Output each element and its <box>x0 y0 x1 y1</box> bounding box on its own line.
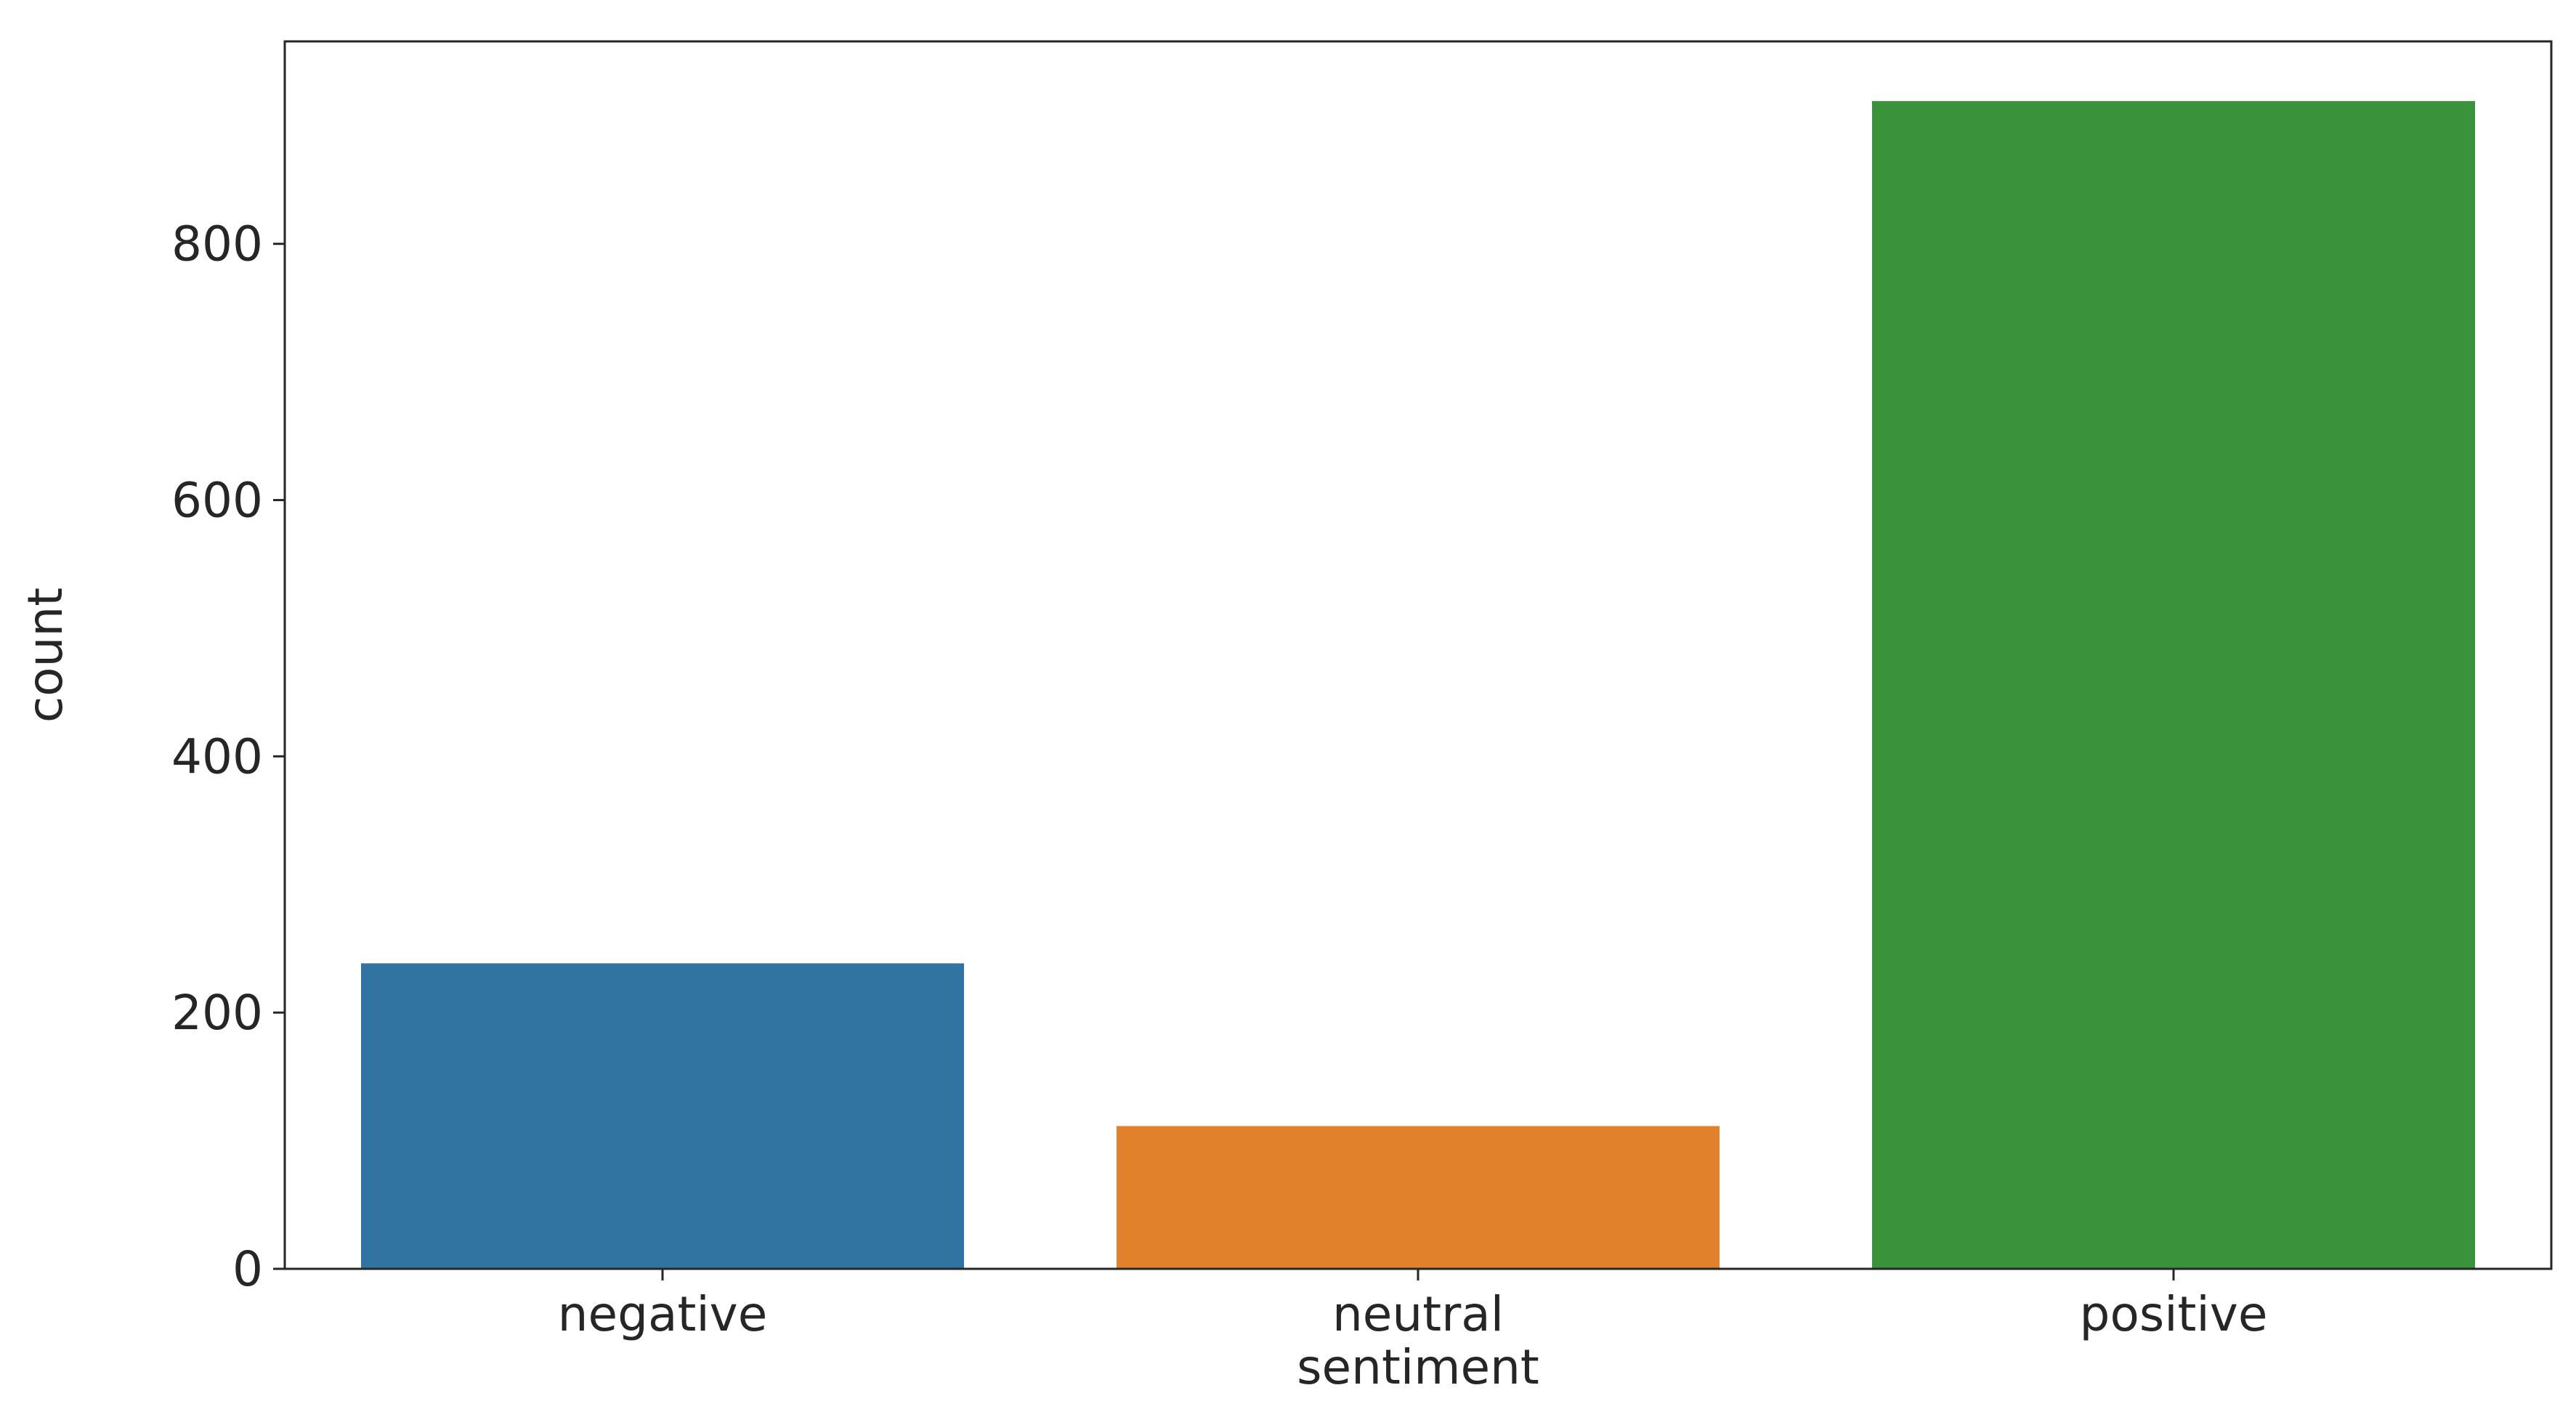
x-tick-label: neutral <box>1332 1286 1504 1342</box>
bar <box>1871 100 2476 1270</box>
y-tick-label: 200 <box>171 985 263 1041</box>
plot-frame <box>283 40 2553 1270</box>
y-tick-label: 800 <box>171 216 263 272</box>
y-tick-label: 400 <box>171 728 263 784</box>
y-tick-label: 0 <box>232 1241 263 1297</box>
y-axis-label: count <box>17 588 73 723</box>
x-tick-label: negative <box>558 1286 768 1342</box>
y-tick-label: 600 <box>171 473 263 529</box>
bar <box>1115 1124 1721 1270</box>
x-axis-label: sentiment <box>1297 1339 1539 1395</box>
bar <box>360 962 965 1270</box>
x-tick-label: positive <box>2080 1286 2268 1342</box>
